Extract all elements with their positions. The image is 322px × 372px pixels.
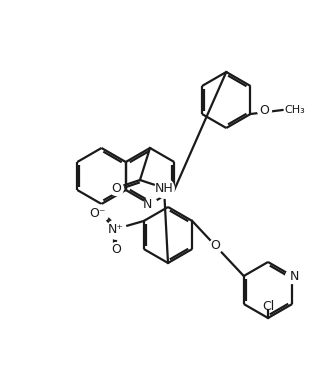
Text: N: N — [289, 269, 299, 282]
Text: O: O — [111, 182, 121, 195]
Text: Cl: Cl — [262, 299, 274, 312]
Text: O: O — [211, 239, 220, 252]
Text: N: N — [142, 198, 152, 211]
Text: NH: NH — [155, 182, 173, 195]
Text: O⁻: O⁻ — [90, 206, 106, 219]
Text: CH₃: CH₃ — [285, 105, 305, 115]
Text: O: O — [260, 103, 270, 116]
Text: O: O — [111, 243, 121, 256]
Text: N: N — [142, 198, 152, 211]
Text: N⁺: N⁺ — [108, 222, 124, 235]
